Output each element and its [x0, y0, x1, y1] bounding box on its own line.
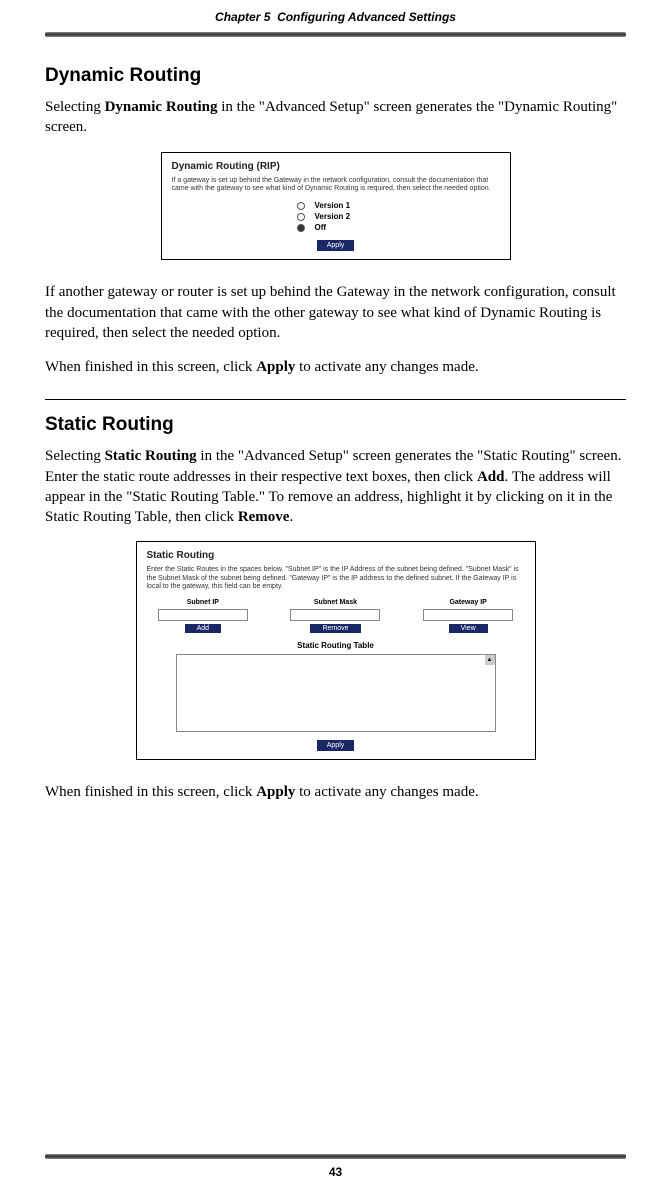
chapter-title: Configuring Advanced Settings [277, 10, 456, 24]
ss2-desc: Enter the Static Routes in the spaces be… [147, 566, 525, 591]
radio-version1[interactable]: Version 1 [172, 201, 500, 210]
subnet-mask-col: Subnet Mask Remove [290, 599, 380, 633]
subnet-mask-label: Subnet Mask [314, 599, 357, 606]
dynamic-routing-screenshot: Dynamic Routing (RIP) If a gateway is se… [161, 152, 511, 261]
radio-icon [297, 202, 305, 210]
ss2-title: Static Routing [147, 550, 525, 561]
page-number: 43 [0, 1165, 671, 1179]
subnet-ip-col: Subnet IP Add [158, 599, 248, 633]
static-routing-intro: Selecting Static Routing in the "Advance… [45, 446, 626, 527]
ss1-desc: If a gateway is set up behind the Gatewa… [172, 177, 500, 194]
gateway-ip-col: Gateway IP View [423, 599, 513, 633]
radio-off[interactable]: Off [172, 223, 500, 232]
static-routing-p2: When finished in this screen, click Appl… [45, 782, 626, 802]
gateway-ip-input[interactable] [423, 609, 513, 621]
radio-version2[interactable]: Version 2 [172, 212, 500, 221]
routing-table-label: Static Routing Table [147, 641, 525, 650]
routing-table[interactable]: ▲ [176, 654, 496, 732]
static-routing-heading: Static Routing [45, 414, 626, 436]
add-button[interactable]: Add [185, 624, 221, 633]
dynamic-routing-intro: Selecting Dynamic Routing in the "Advanc… [45, 97, 626, 138]
dynamic-routing-p3: When finished in this screen, click Appl… [45, 357, 626, 377]
static-routing-screenshot: Static Routing Enter the Static Routes i… [136, 541, 536, 760]
chapter-label: Chapter 5 [215, 10, 270, 24]
page-header: Chapter 5 Configuring Advanced Settings [45, 0, 626, 30]
radio-icon [297, 224, 305, 232]
field-row: Subnet IP Add Subnet Mask Remove Gateway… [147, 599, 525, 633]
view-button[interactable]: View [449, 624, 488, 633]
dynamic-routing-p2: If another gateway or router is set up b… [45, 282, 626, 343]
subnet-ip-label: Subnet IP [187, 599, 219, 606]
dynamic-routing-heading: Dynamic Routing [45, 65, 626, 87]
subnet-ip-input[interactable] [158, 609, 248, 621]
top-rule [45, 32, 626, 37]
scroll-up-icon[interactable]: ▲ [485, 655, 495, 665]
section-divider [45, 399, 626, 400]
subnet-mask-input[interactable] [290, 609, 380, 621]
bottom-rule [45, 1154, 626, 1159]
apply-button[interactable]: Apply [317, 240, 355, 251]
ss1-title: Dynamic Routing (RIP) [172, 161, 500, 172]
gateway-ip-label: Gateway IP [449, 599, 486, 606]
radio-icon [297, 213, 305, 221]
apply-button[interactable]: Apply [317, 740, 355, 751]
remove-button[interactable]: Remove [310, 624, 360, 633]
